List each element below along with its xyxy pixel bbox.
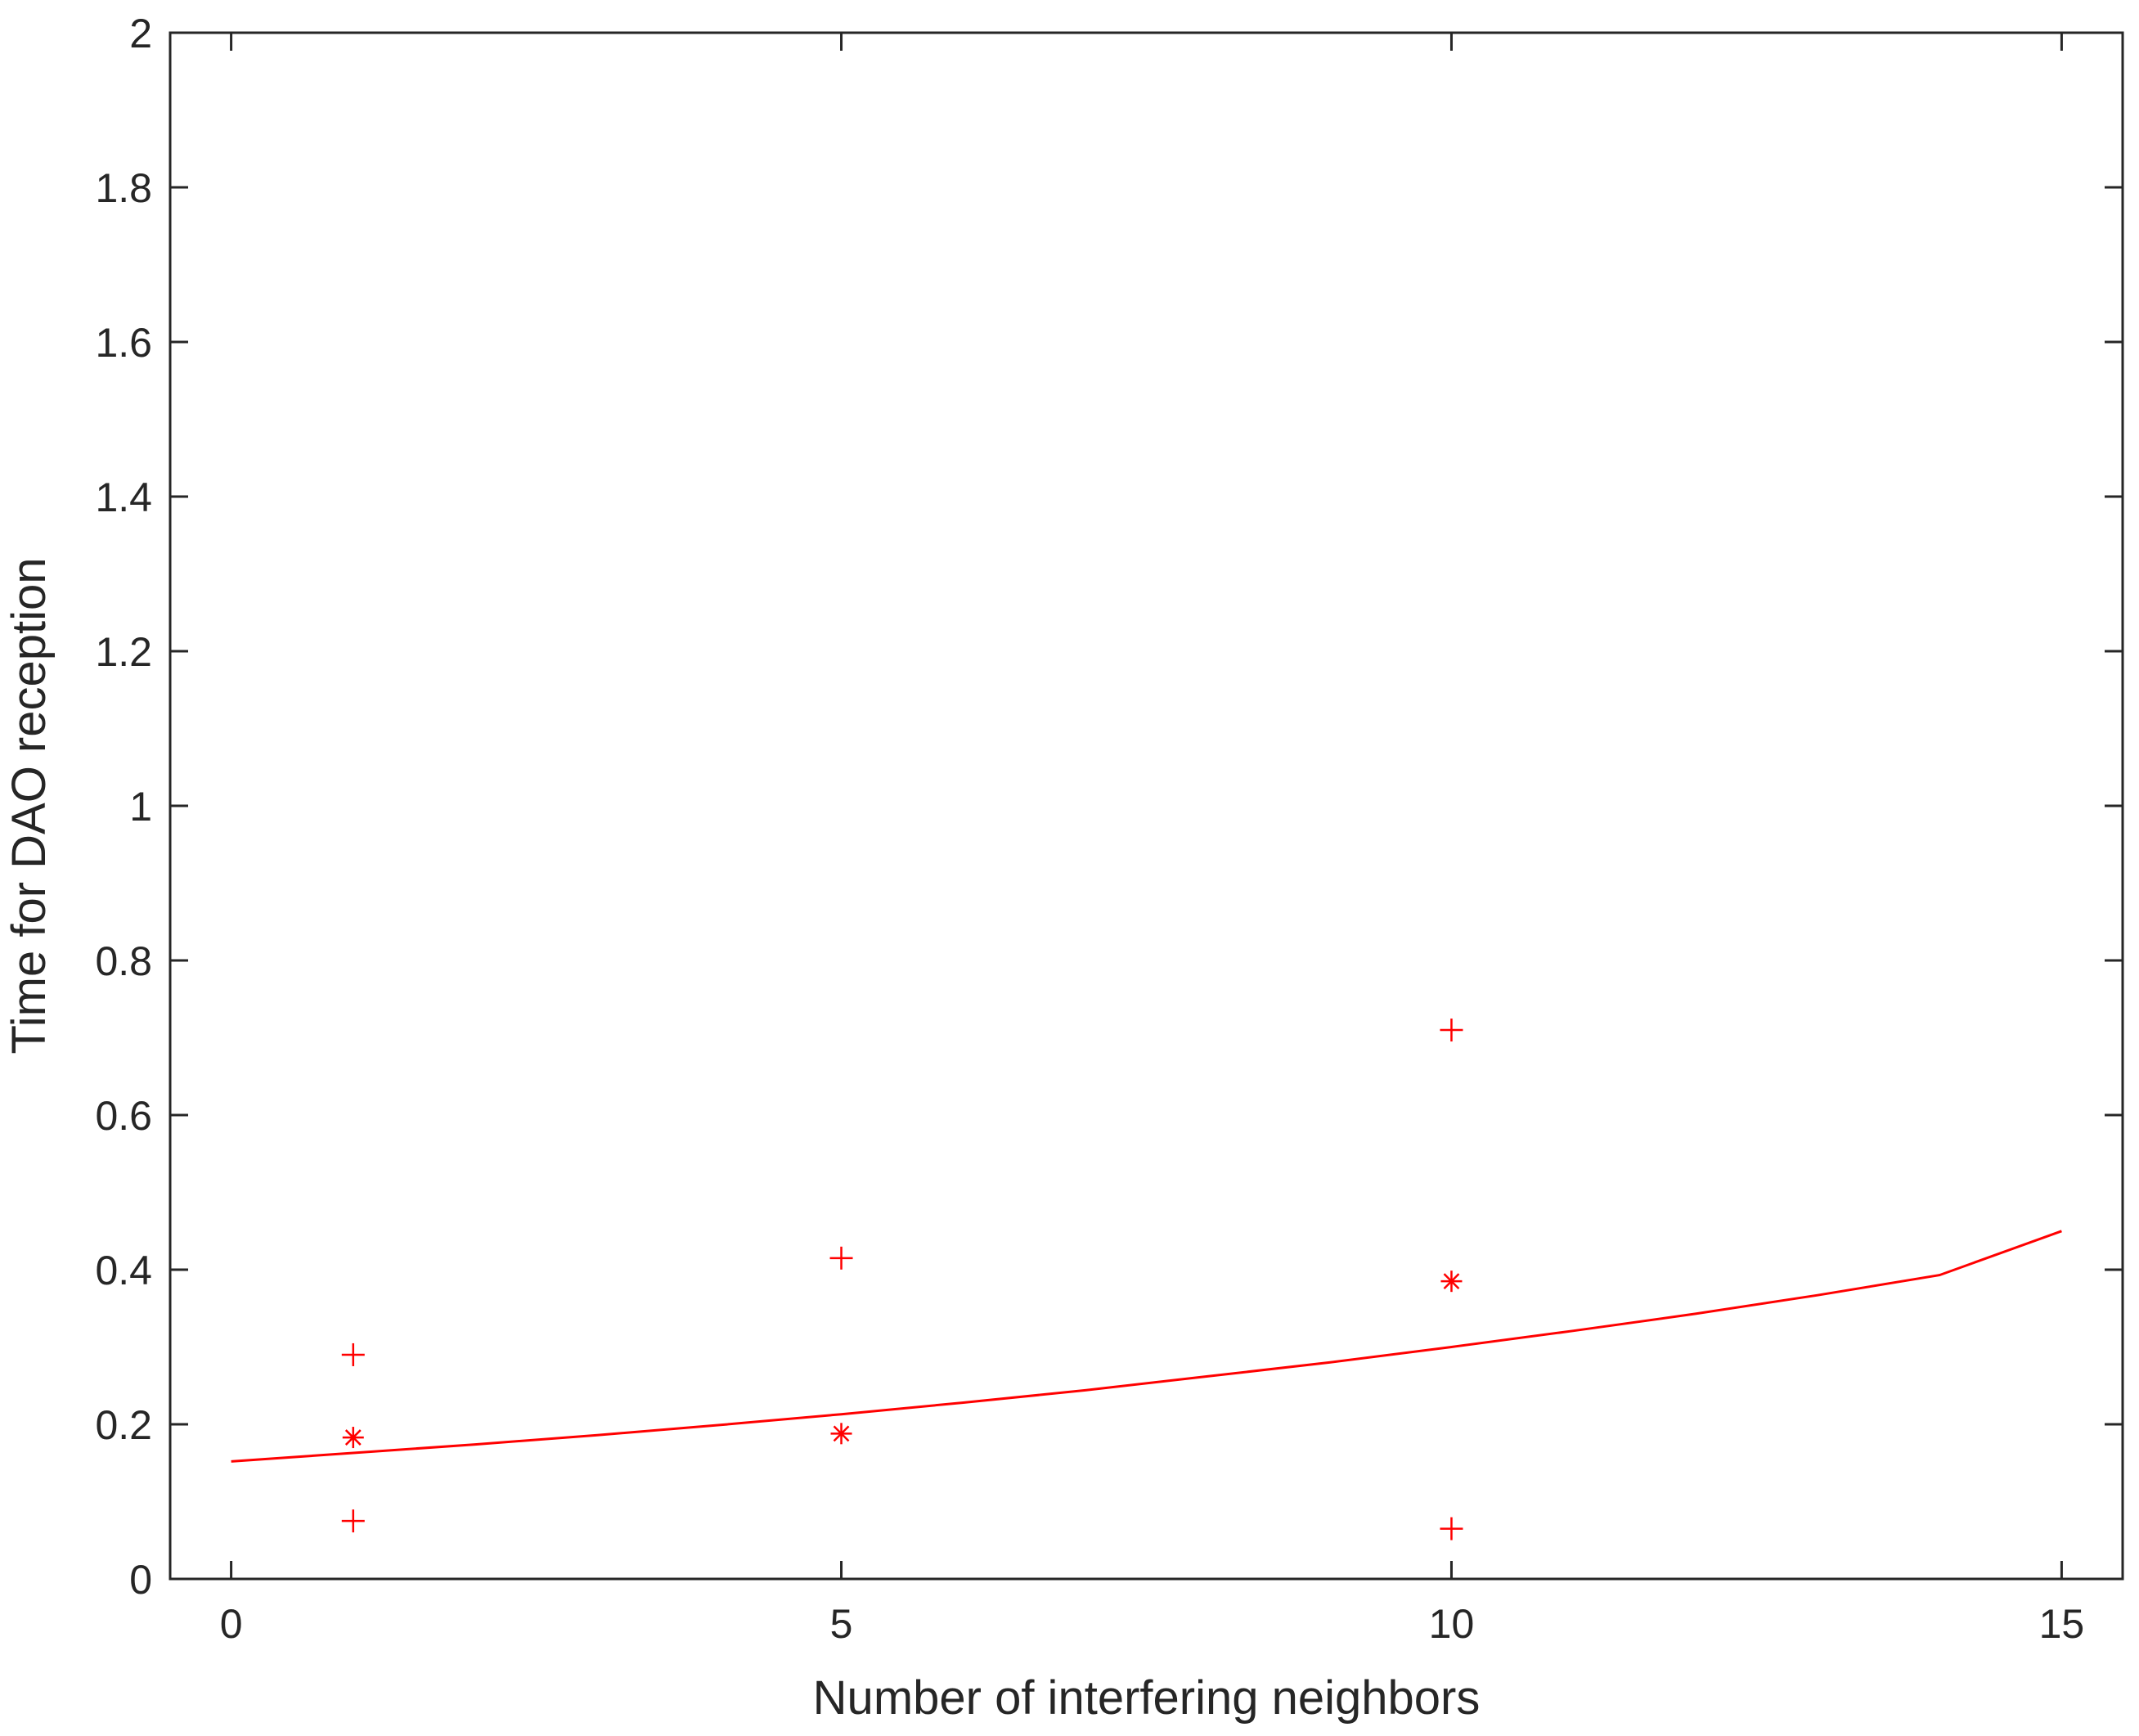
y-tick-label: 2 bbox=[129, 11, 152, 56]
y-tick-label: 1 bbox=[129, 784, 152, 830]
asterisk-stroke bbox=[344, 1429, 362, 1446]
tick-labels: 0 5 10 15 0 0.2 0.4 0.6 0.8 1 1.2 1.4 1.6 1.8 2 bbox=[95, 11, 2084, 1647]
y-tick-label: 1.2 bbox=[95, 629, 152, 675]
y-tick-label: 0.6 bbox=[95, 1093, 152, 1139]
x-tick-label: 5 bbox=[830, 1601, 853, 1647]
y-tick-label: 0.8 bbox=[95, 938, 152, 984]
x-tick-label: 15 bbox=[2039, 1601, 2085, 1647]
plus-point bbox=[341, 1342, 365, 1366]
x-axis-label: Number of interfering neighbors bbox=[813, 1671, 1481, 1725]
asterisk-point bbox=[1440, 1271, 1463, 1293]
y-tick-label: 1.8 bbox=[95, 165, 152, 211]
y-tick-label: 1.4 bbox=[95, 474, 152, 520]
asterisk-stroke bbox=[1443, 1273, 1460, 1290]
y-axis-label: Time for DAO reception bbox=[2, 557, 56, 1054]
fit-curve bbox=[231, 1230, 2062, 1463]
plus-point bbox=[1440, 1019, 1463, 1042]
asterisk-point bbox=[342, 1427, 364, 1449]
y-tick-label: 0.2 bbox=[95, 1402, 152, 1448]
x-tick-label: 10 bbox=[1429, 1601, 1475, 1647]
asterisk-point bbox=[830, 1423, 852, 1445]
plot-marks bbox=[231, 1019, 2062, 1540]
x-tick-label: 0 bbox=[220, 1601, 243, 1647]
y-tick-label: 0 bbox=[129, 1557, 152, 1603]
y-tick-label: 1.6 bbox=[95, 320, 152, 366]
y-tick-label: 0.4 bbox=[95, 1248, 152, 1293]
plot-area-box bbox=[169, 31, 2124, 1581]
plus-point bbox=[1440, 1517, 1463, 1540]
plus-point bbox=[829, 1246, 853, 1270]
asterisk-stroke bbox=[833, 1425, 850, 1442]
plus-point bbox=[341, 1509, 365, 1533]
axis-ticks bbox=[170, 31, 2123, 1581]
